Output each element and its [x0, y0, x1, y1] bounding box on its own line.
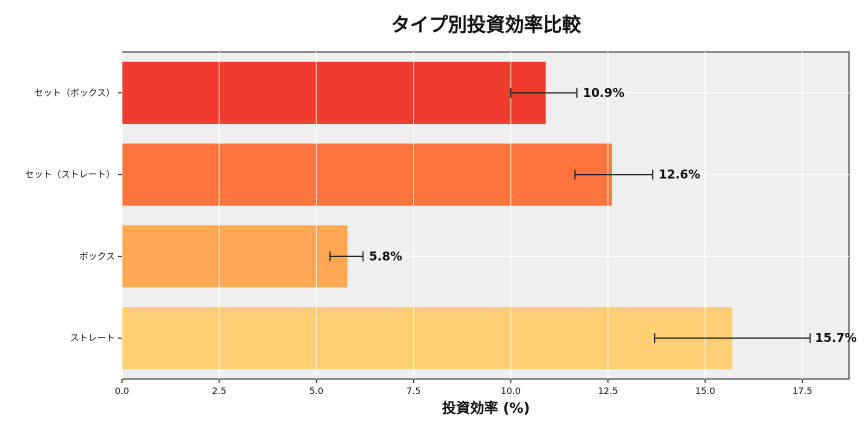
data-label-3: 15.7% [815, 331, 857, 345]
x-tick-label-6: 15.0 [695, 387, 715, 397]
bar-0 [122, 61, 546, 124]
chart-title: タイプ別投資効率比較 [391, 13, 582, 36]
data-label-1: 12.6% [659, 168, 701, 182]
x-tick-label-1: 2.5 [212, 387, 226, 397]
x-axis: 0.0 2.5 5.0 7.5 10.0 12.5 15.0 17.5 [115, 379, 812, 397]
y-tick-label-3: ストレート [70, 334, 115, 344]
data-label-0: 10.9% [583, 86, 625, 100]
y-tick-label-2: ボックス [79, 251, 115, 262]
bar-3 [122, 307, 733, 370]
error-bars-group [329, 87, 811, 344]
data-labels-group: 10.9% 12.6% 5.8% 15.7% [369, 86, 857, 345]
bars-group [121, 52, 803, 379]
x-tick-label-3: 7.5 [406, 387, 420, 397]
error-bar-1 [574, 169, 654, 180]
x-tick-label-7: 17.5 [792, 387, 812, 397]
bar-1 [122, 143, 612, 206]
error-bar-0 [510, 87, 578, 98]
x-axis-label: 投資効率 (%) [442, 400, 530, 417]
error-bar-2 [329, 251, 364, 262]
y-tick-label-0: セット（ボックス） [34, 88, 115, 99]
bar-2 [122, 225, 348, 288]
x-tick-label-4: 10.0 [501, 387, 521, 397]
data-label-2: 5.8% [369, 249, 402, 263]
x-tick-label-0: 0.0 [115, 387, 130, 397]
error-bar-3 [654, 333, 811, 344]
x-tick-label-5: 12.5 [598, 387, 618, 397]
x-tick-label-2: 5.0 [309, 387, 324, 397]
y-tick-label-1: セット（ストレート） [25, 170, 115, 181]
